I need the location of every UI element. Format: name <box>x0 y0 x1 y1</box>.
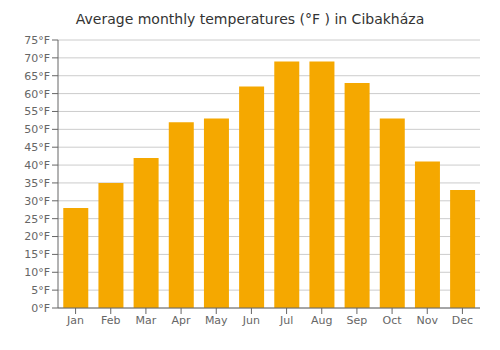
svg-text:Aug: Aug <box>311 314 332 327</box>
svg-text:50°F: 50°F <box>24 123 50 136</box>
svg-text:Mar: Mar <box>136 314 157 327</box>
svg-text:Dec: Dec <box>452 314 473 327</box>
svg-text:Feb: Feb <box>101 314 120 327</box>
svg-text:5°F: 5°F <box>31 284 50 297</box>
svg-text:Sep: Sep <box>347 314 368 327</box>
svg-text:20°F: 20°F <box>24 230 50 243</box>
svg-text:Jul: Jul <box>279 314 293 327</box>
svg-text:65°F: 65°F <box>24 70 50 83</box>
svg-text:Nov: Nov <box>417 314 439 327</box>
svg-text:40°F: 40°F <box>24 159 50 172</box>
svg-text:25°F: 25°F <box>24 213 50 226</box>
svg-text:30°F: 30°F <box>24 195 50 208</box>
svg-text:75°F: 75°F <box>24 34 50 47</box>
svg-text:55°F: 55°F <box>24 105 50 118</box>
svg-text:45°F: 45°F <box>24 141 50 154</box>
svg-text:10°F: 10°F <box>24 266 50 279</box>
svg-text:Jan: Jan <box>66 314 84 327</box>
svg-text:70°F: 70°F <box>24 52 50 65</box>
svg-text:Apr: Apr <box>172 314 192 327</box>
svg-text:0°F: 0°F <box>31 302 50 315</box>
svg-text:35°F: 35°F <box>24 177 50 190</box>
html-text:Average monthly temperatures (: Average monthly temperatures (°F ) in Ci… <box>75 11 425 27</box>
svg-text:May: May <box>205 314 228 327</box>
svg-text:60°F: 60°F <box>24 88 50 101</box>
svg-text:Jun: Jun <box>242 314 260 327</box>
svg-text:Oct: Oct <box>383 314 403 327</box>
svg-text:15°F: 15°F <box>24 248 50 261</box>
